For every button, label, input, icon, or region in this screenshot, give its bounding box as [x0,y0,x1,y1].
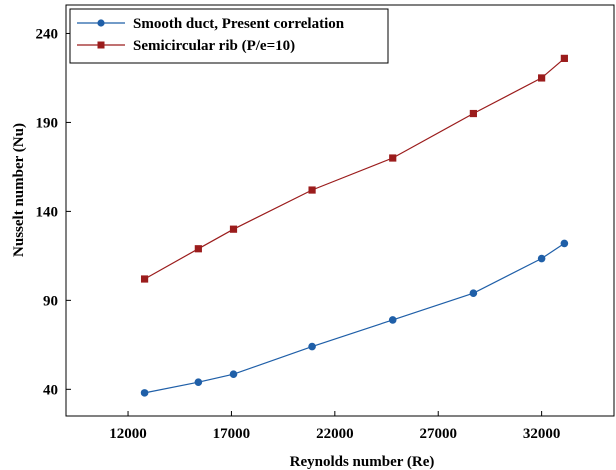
data-point-smooth-duct [229,370,238,378]
data-point-smooth-duct [469,289,478,298]
y-axis-title: Nusselt number (Nu) [11,123,27,257]
y-tick-label: 90 [43,293,58,309]
data-point-smooth-duct [560,239,569,248]
series-line-smooth-duct [144,242,565,394]
data-point-smooth-duct [194,378,203,386]
y-tick-label: 190 [36,115,59,131]
series-layer [140,54,569,397]
legend: Smooth duct, Present correlation Semicir… [69,8,389,64]
series-line-semicircular-rib [144,57,565,280]
x-tick-label: 17000 [213,426,251,442]
x-tick-label: 27000 [419,426,457,442]
data-point-semicircular-rib [194,245,202,253]
data-point-smooth-duct [537,254,546,263]
x-tick-label: 12000 [109,426,147,442]
legend-marker-smooth-duct [97,19,105,27]
data-point-semicircular-rib [389,154,397,162]
y-axis-ticks: 40 90 140 190 240 [36,26,71,398]
data-point-semicircular-rib [140,275,149,283]
legend-label-smooth-duct: Smooth duct, Present correlation [133,16,345,32]
y-tick-label: 240 [36,26,59,42]
data-point-smooth-duct [388,316,397,324]
data-point-smooth-duct [308,342,316,351]
y-tick-label: 140 [36,204,59,220]
x-tick-label: 32000 [523,426,561,442]
data-point-smooth-duct [140,389,149,397]
data-point-semicircular-rib [229,225,238,233]
x-tick-label: 22000 [316,426,354,442]
legend-box [69,8,389,64]
series-semicircular-rib [140,54,568,283]
x-axis-ticks: 12000 17000 22000 27000 32000 [109,411,560,442]
data-point-semicircular-rib [308,186,316,194]
legend-label-semicircular-rib: Semicircular rib (P/e=10) [133,38,295,54]
legend-marker-semicircular-rib [97,41,105,49]
y-tick-label: 40 [43,382,58,398]
x-axis-title: Reynolds number (Re) [290,454,435,470]
data-point-semicircular-rib [469,109,477,118]
data-point-semicircular-rib [560,54,568,62]
data-point-semicircular-rib [538,74,546,82]
series-smooth-duct [140,239,569,397]
plot-frame [65,4,615,417]
